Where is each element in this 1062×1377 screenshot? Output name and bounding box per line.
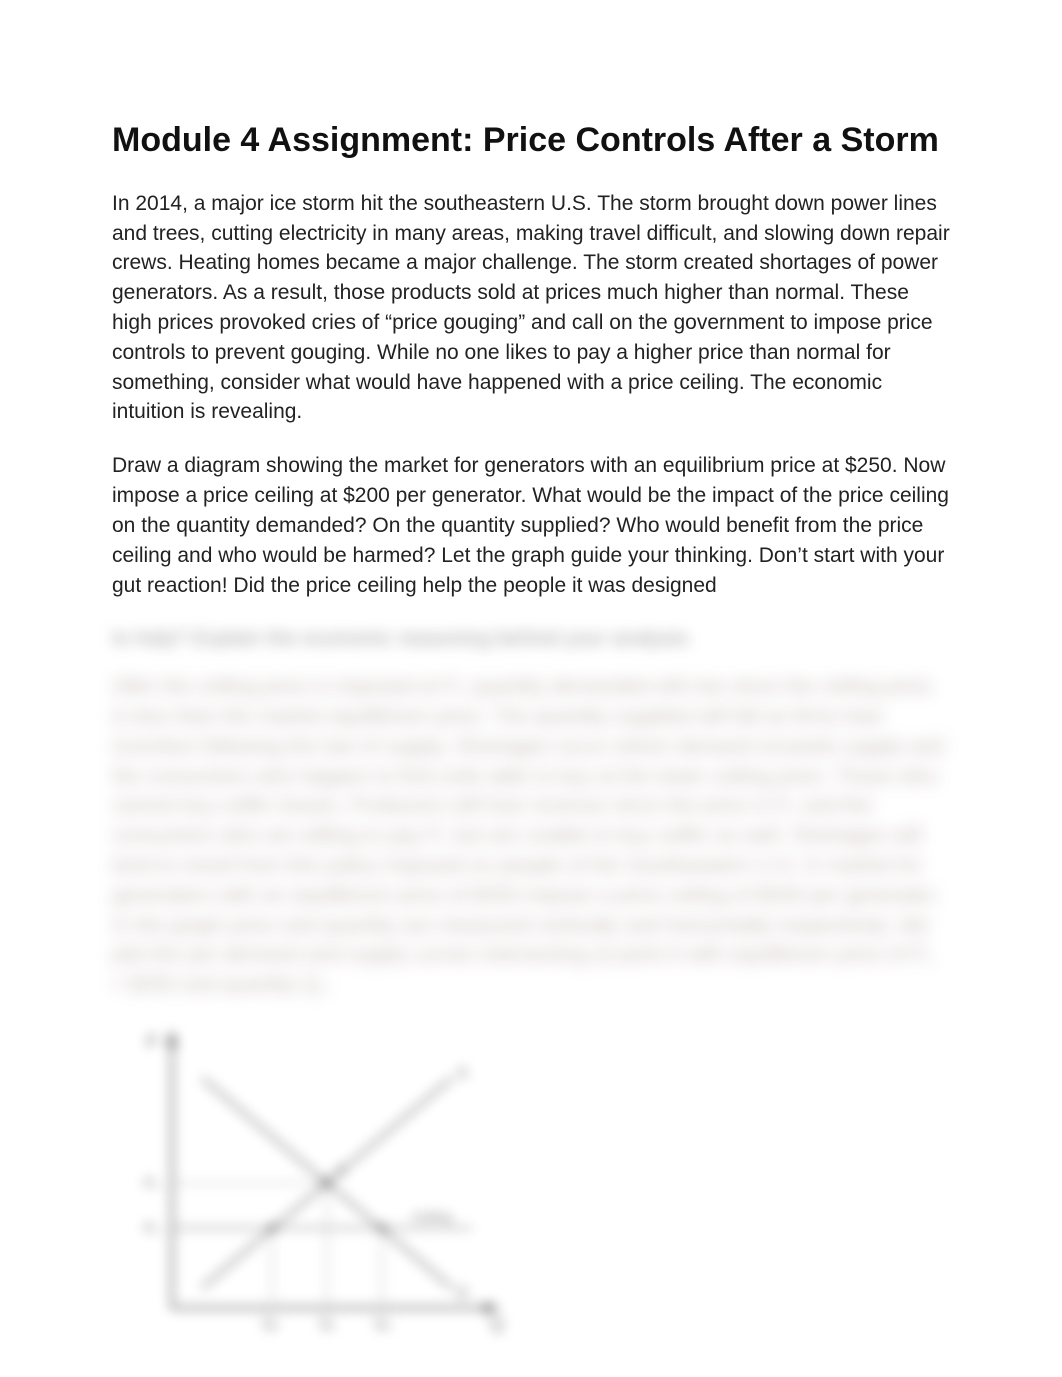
obscured-tail-line: to help? Explain the economic reasoning … <box>112 624 950 654</box>
qd-point <box>378 1224 386 1232</box>
ceiling-label: Ceiling <box>412 1209 452 1224</box>
equilibrium-label: A <box>335 1163 346 1180</box>
p1-tick: P₁ <box>144 1175 159 1192</box>
supply-demand-diagram: P Q D S A P₁ Q₁ P₂ Ceiling Q₂ <box>112 1018 512 1348</box>
y-axis-arrow <box>166 1030 178 1046</box>
demand-label: D <box>457 1285 469 1302</box>
page-title: Module 4 Assignment: Price Controls Afte… <box>112 120 950 161</box>
x-axis-arrow <box>484 1302 500 1314</box>
qs-point <box>268 1224 276 1232</box>
obscured-answer-text: After the ceiling price is imposed at P₂… <box>112 672 950 1000</box>
q2-tick: Q₂ <box>262 1315 280 1332</box>
y-axis-label: P <box>146 1032 158 1052</box>
document-page: Module 4 Assignment: Price Controls Afte… <box>0 0 1062 1377</box>
supply-label: S <box>457 1065 468 1082</box>
q3-tick: Q₃ <box>374 1315 392 1332</box>
q1-tick: Q₁ <box>319 1315 336 1332</box>
intro-paragraph: In 2014, a major ice storm hit the south… <box>112 189 950 428</box>
prompt-paragraph: Draw a diagram showing the market for ge… <box>112 451 950 600</box>
x-axis-label: Q <box>490 1314 504 1334</box>
p2-tick: P₂ <box>144 1220 160 1237</box>
